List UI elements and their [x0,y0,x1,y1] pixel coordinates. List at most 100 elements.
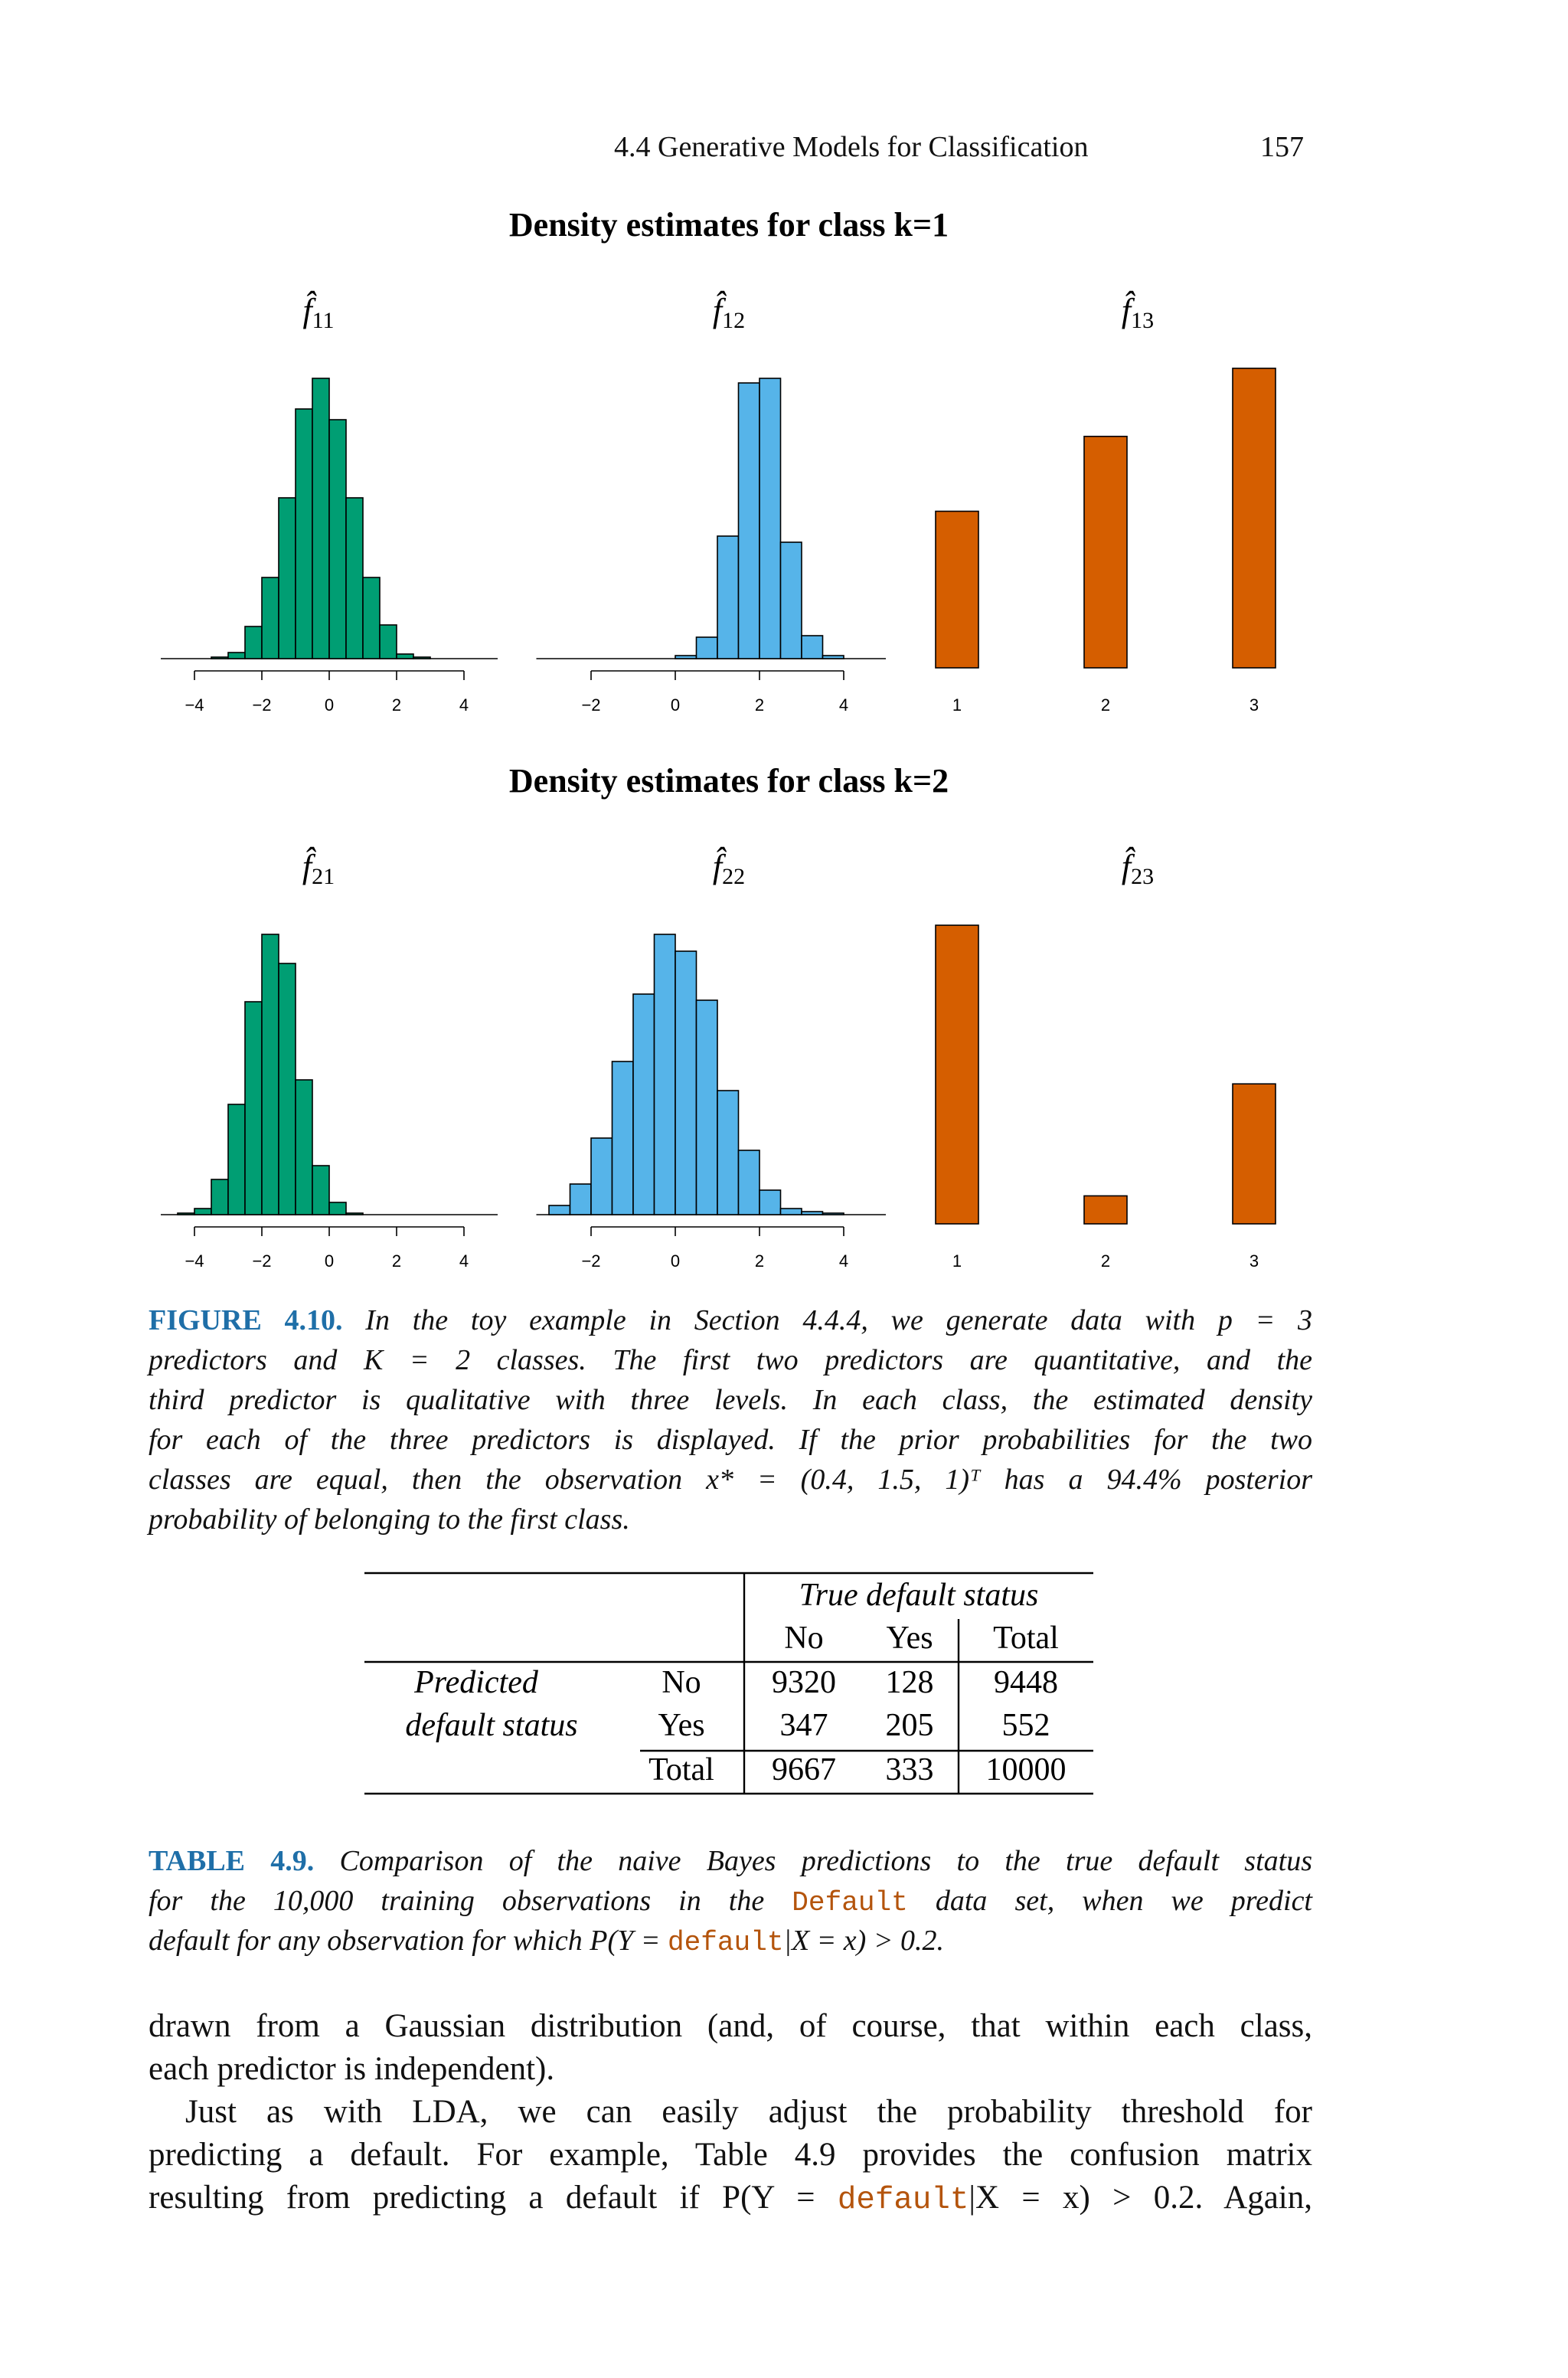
label-sub: 21 [312,864,335,889]
text: Comparison of the naive Bayes prediction… [314,1845,1312,1877]
text: classes are equal, then the observation … [149,1464,1312,1496]
x-tick-label: −4 [185,695,204,715]
histogram-bar [822,655,844,659]
histogram-bar [227,1104,246,1215]
figure-title: Density estimates for class k=1 [509,206,949,244]
label-sub: 13 [1131,308,1154,333]
histogram-bar [695,999,718,1215]
chart-label: f̂22 [713,847,745,889]
x-tick-label: 2 [392,1251,401,1271]
row-group: Predicted [413,1665,539,1700]
label-sub: 11 [312,308,335,333]
x-tick-label: −2 [252,1251,271,1271]
text-line: FIGURE 4.10. In the toy example in Secti… [149,1300,1312,1340]
text: third predictor is qualitative with thre… [149,1384,1312,1416]
histogram-bar [413,656,431,659]
cell: 552 [1002,1708,1050,1743]
text-line: predicting a default. For example, Table… [149,2134,1312,2177]
histogram-bar [695,636,718,659]
text: predictors and K = 2 classes. The first … [149,1344,1312,1376]
histogram-bar [779,541,802,659]
figure-title: Density estimates for class k=2 [509,762,949,800]
text: |X = x) > 0.2. [783,1925,944,1957]
caption-label: TABLE 4.9. [149,1845,315,1877]
x-tick-label: 0 [671,1251,680,1271]
histogram-bar [717,535,740,659]
column-header: Total [993,1621,1059,1656]
bar [1232,368,1276,669]
x-tick-label: 2 [1101,695,1110,715]
x-tick-label: 2 [755,695,764,715]
chart-label: f̂12 [713,291,745,333]
histogram-bar [675,950,697,1215]
histogram-bar [717,1090,740,1215]
text-line: probability of belonging to the first cl… [149,1500,1312,1539]
label-sub: 22 [722,864,745,889]
histogram-bar [737,382,760,659]
text: Just as with LDA, we can easily adjust t… [185,2094,1312,2130]
histogram-bar [345,1212,364,1215]
text: In the toy example in Section 4.4.4, we … [342,1304,1312,1336]
row-label: Total [648,1752,714,1788]
text: data set, when we predict [907,1885,1312,1917]
x-tick-label: 2 [755,1251,764,1271]
chart-label: f̂11 [302,291,334,333]
histogram-bar [759,1189,782,1215]
x-tick-label: 4 [839,1251,848,1271]
cell: 333 [886,1752,934,1788]
histogram-bar [177,1212,195,1215]
text: for the 10,000 training observations in … [149,1885,792,1917]
text-line: drawn from a Gaussian distribution (and,… [149,2005,1312,2048]
text-line: each predictor is independent). [149,2048,1312,2091]
cell: 9667 [772,1752,836,1788]
cell: 9320 [772,1665,836,1700]
text-line: resulting from predicting a default if P… [149,2177,1312,2219]
histogram-bar [362,577,381,659]
text-line: for the 10,000 training observations in … [149,1881,1312,1921]
row-label: No [662,1665,701,1700]
text-line: Just as with LDA, we can easily adjust t… [149,2091,1312,2134]
bar [1083,1195,1128,1225]
x-tick-label: 3 [1250,695,1259,715]
x-tick-label: −4 [185,1251,204,1271]
bar [935,924,979,1225]
histogram-bar [569,1183,592,1215]
chart-label: f̂21 [302,847,335,889]
histogram-bar [194,1208,212,1215]
text-line: third predictor is qualitative with thre… [149,1380,1312,1420]
text: default for any observation for which P(… [149,1925,668,1957]
code: Default [792,1887,908,1918]
column-header: Yes [886,1621,933,1656]
cell: 128 [886,1665,934,1700]
histogram-bar [801,635,824,659]
histogram-bar [611,1061,634,1215]
histogram-bar [345,497,364,659]
chart-label: f̂13 [1122,291,1154,333]
histogram-bar [737,1150,760,1215]
histogram-bar [278,497,296,659]
histogram-bar [801,1211,824,1215]
code: default [667,1927,784,1958]
x-tick-label: −2 [581,1251,600,1271]
row-group: default status [405,1708,577,1743]
x-tick-label: 2 [392,695,401,715]
text-line: predictors and K = 2 classes. The first … [149,1340,1312,1380]
text: drawn from a Gaussian distribution (and,… [149,2008,1312,2044]
histogram-bar [328,419,347,659]
histogram-bar [211,1179,229,1215]
text: for each of the three predictors is disp… [149,1424,1312,1456]
x-tick-label: 1 [952,695,962,715]
histogram-bar [759,378,782,659]
row-label: Yes [658,1708,704,1743]
text: each predictor is independent). [149,2051,555,2087]
histogram-bar [632,993,655,1215]
x-tick-label: 0 [325,1251,334,1271]
label-sub: 12 [722,308,745,333]
histogram-bar [261,577,279,659]
x-tick-label: 4 [459,695,469,715]
caption-label: FIGURE 4.10. [149,1304,343,1336]
cell: 205 [886,1708,934,1743]
histogram-bar [244,626,263,659]
text-line: classes are equal, then the observation … [149,1460,1312,1500]
